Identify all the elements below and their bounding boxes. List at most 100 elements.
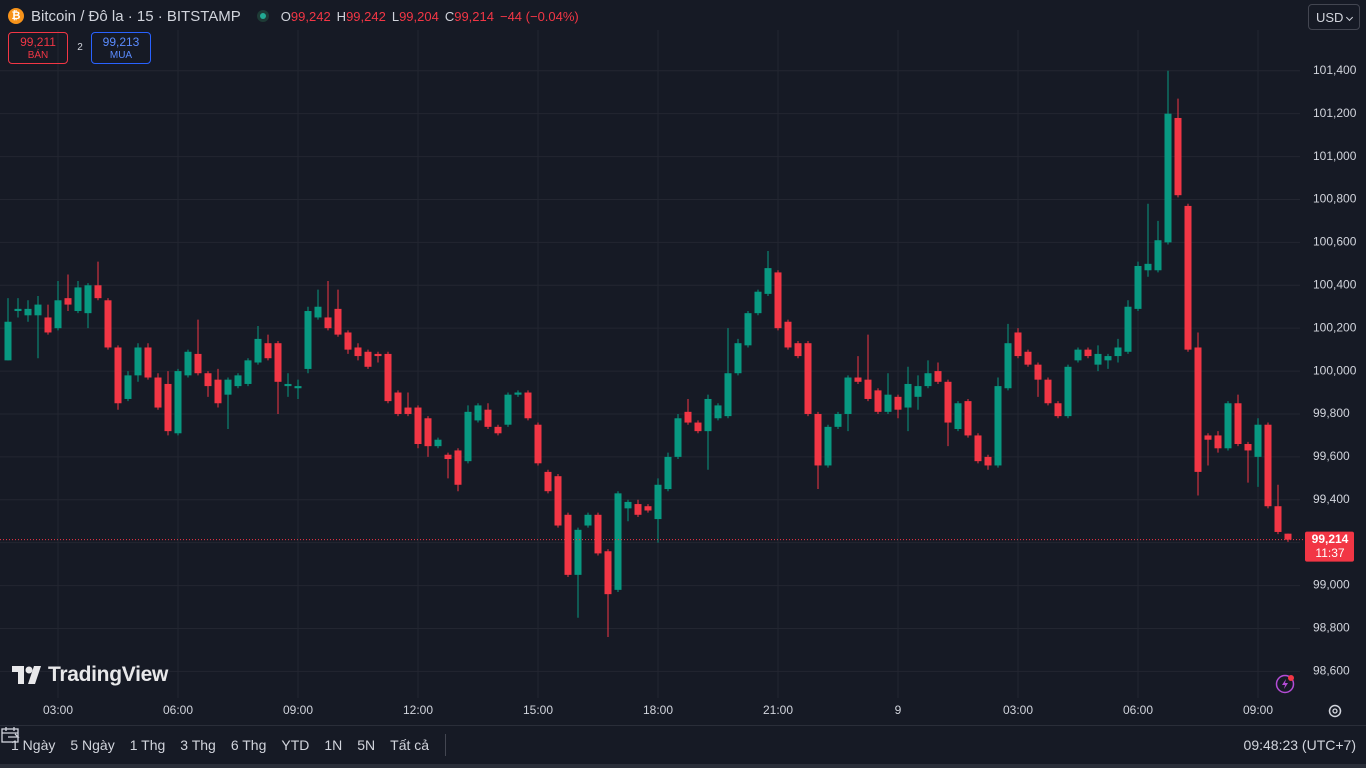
candle-body <box>694 422 702 432</box>
candle-body <box>74 287 82 312</box>
price-tag-countdown: 11:37 <box>1315 546 1344 560</box>
candle-body <box>614 493 622 590</box>
candle-body <box>534 424 542 464</box>
settings-icon-ring <box>1328 704 1342 718</box>
candle-body <box>1074 349 1082 361</box>
candle-body <box>4 321 12 361</box>
candle-body <box>214 379 222 404</box>
candle-body <box>194 353 202 374</box>
candle-body <box>634 504 642 515</box>
candle-body <box>1054 403 1062 417</box>
x-tick-label: 09:00 <box>283 703 313 717</box>
ohlc-key: H <box>336 8 347 24</box>
candle-body <box>144 347 152 378</box>
flash-icon-ring <box>1275 674 1295 694</box>
watermark: TradingView <box>12 663 168 687</box>
x-tick-label: 06:00 <box>163 703 193 717</box>
range-button[interactable]: 5 Ngày <box>70 737 115 753</box>
candle-body <box>424 418 432 447</box>
buy-button[interactable]: 99,213 MUA <box>91 32 151 64</box>
candle-body <box>104 300 112 348</box>
buy-price: 99,213 <box>102 35 140 49</box>
candle-body <box>384 353 392 402</box>
candle-body <box>1214 435 1222 449</box>
candle-body <box>564 514 572 575</box>
candle-body <box>1024 351 1032 365</box>
candle-body <box>794 343 802 357</box>
candle-body <box>14 308 22 312</box>
candle-body <box>744 313 752 346</box>
range-button[interactable]: 1 Ngày <box>11 737 56 753</box>
y-tick-label: 98,800 <box>1313 621 1350 635</box>
range-button[interactable]: 5N <box>357 737 376 753</box>
date-range-button[interactable] <box>1 727 478 754</box>
sell-price: 99,211 <box>20 35 56 49</box>
ohlc-key: C <box>444 8 455 24</box>
x-tick-label: 03:00 <box>1003 703 1033 717</box>
y-tick-label: 100,200 <box>1313 320 1357 334</box>
candle-body <box>574 529 582 575</box>
y-tick-label: 99,000 <box>1313 578 1350 592</box>
range-button[interactable]: 3 Thg <box>180 737 216 753</box>
candle-body <box>1164 113 1172 243</box>
candle-body <box>604 551 612 595</box>
candle-body <box>1104 356 1112 361</box>
candle-body <box>944 381 952 423</box>
candle-body <box>1064 366 1072 417</box>
candle-body <box>814 413 822 466</box>
candle-body <box>1084 349 1092 357</box>
range-button[interactable]: 6 Thg <box>230 737 267 753</box>
range-button[interactable]: Tất cả <box>390 737 430 753</box>
sell-label: BÁN <box>27 50 49 61</box>
market-status[interactable] <box>256 10 269 22</box>
candle-body <box>1194 347 1202 472</box>
candle-body <box>394 392 402 414</box>
date-range-icon <box>1 727 20 743</box>
candle-body <box>844 377 852 414</box>
candle-body <box>464 411 472 462</box>
candle-body <box>734 343 742 374</box>
y-tick-label: 99,800 <box>1313 406 1350 420</box>
x-tick-label: 12:00 <box>403 703 433 717</box>
candle-body <box>584 514 592 526</box>
coin-icon: ₿ <box>8 8 24 24</box>
settings-icon[interactable] <box>1328 704 1342 718</box>
range-button[interactable]: 1N <box>324 737 343 753</box>
y-tick-label: 100,000 <box>1313 363 1357 377</box>
range-button[interactable]: 1 Thg <box>129 737 166 753</box>
candle-body <box>714 405 722 419</box>
flash-icon[interactable] <box>1275 674 1295 694</box>
candle-body <box>644 506 652 511</box>
currency-select[interactable]: USD <box>1308 4 1360 30</box>
candle-body <box>494 426 502 434</box>
candle-body <box>824 426 832 466</box>
candle-body <box>974 435 982 462</box>
flash-icon-badge <box>1288 675 1294 681</box>
y-tick-label: 101,200 <box>1313 106 1357 120</box>
candle-body <box>294 386 302 389</box>
y-tick-label: 99,600 <box>1313 449 1350 463</box>
ohlc-value: 99,242 <box>290 8 331 24</box>
candle-body <box>1134 265 1142 309</box>
ohlc-values: O 99,242 H 99,242 L 99,204 C 99,214 <box>281 9 500 24</box>
candle-body <box>474 405 482 421</box>
spread: 2 <box>77 42 83 53</box>
price-tag <box>1305 531 1354 562</box>
ohlc-value: 99,204 <box>399 8 439 24</box>
candle-body <box>334 308 342 335</box>
sell-button[interactable]: 99,211 BÁN <box>8 32 68 64</box>
range-button[interactable]: YTD <box>281 737 310 753</box>
candle-body <box>664 456 672 490</box>
candle-body <box>774 272 782 329</box>
x-tick-label: 03:00 <box>43 703 73 717</box>
candle-body <box>434 439 442 447</box>
candle-body <box>754 291 762 314</box>
candle-body <box>1174 117 1182 196</box>
candle-body <box>284 383 292 387</box>
x-tick-label: 15:00 <box>523 703 553 717</box>
candle-body <box>414 407 422 445</box>
symbol-title[interactable]: Bitcoin / Đô la · 15 · BITSTAMP <box>31 7 241 25</box>
candle-body <box>114 347 122 404</box>
y-tick-label: 100,800 <box>1313 192 1357 206</box>
y-tick-label: 101,000 <box>1313 149 1357 163</box>
